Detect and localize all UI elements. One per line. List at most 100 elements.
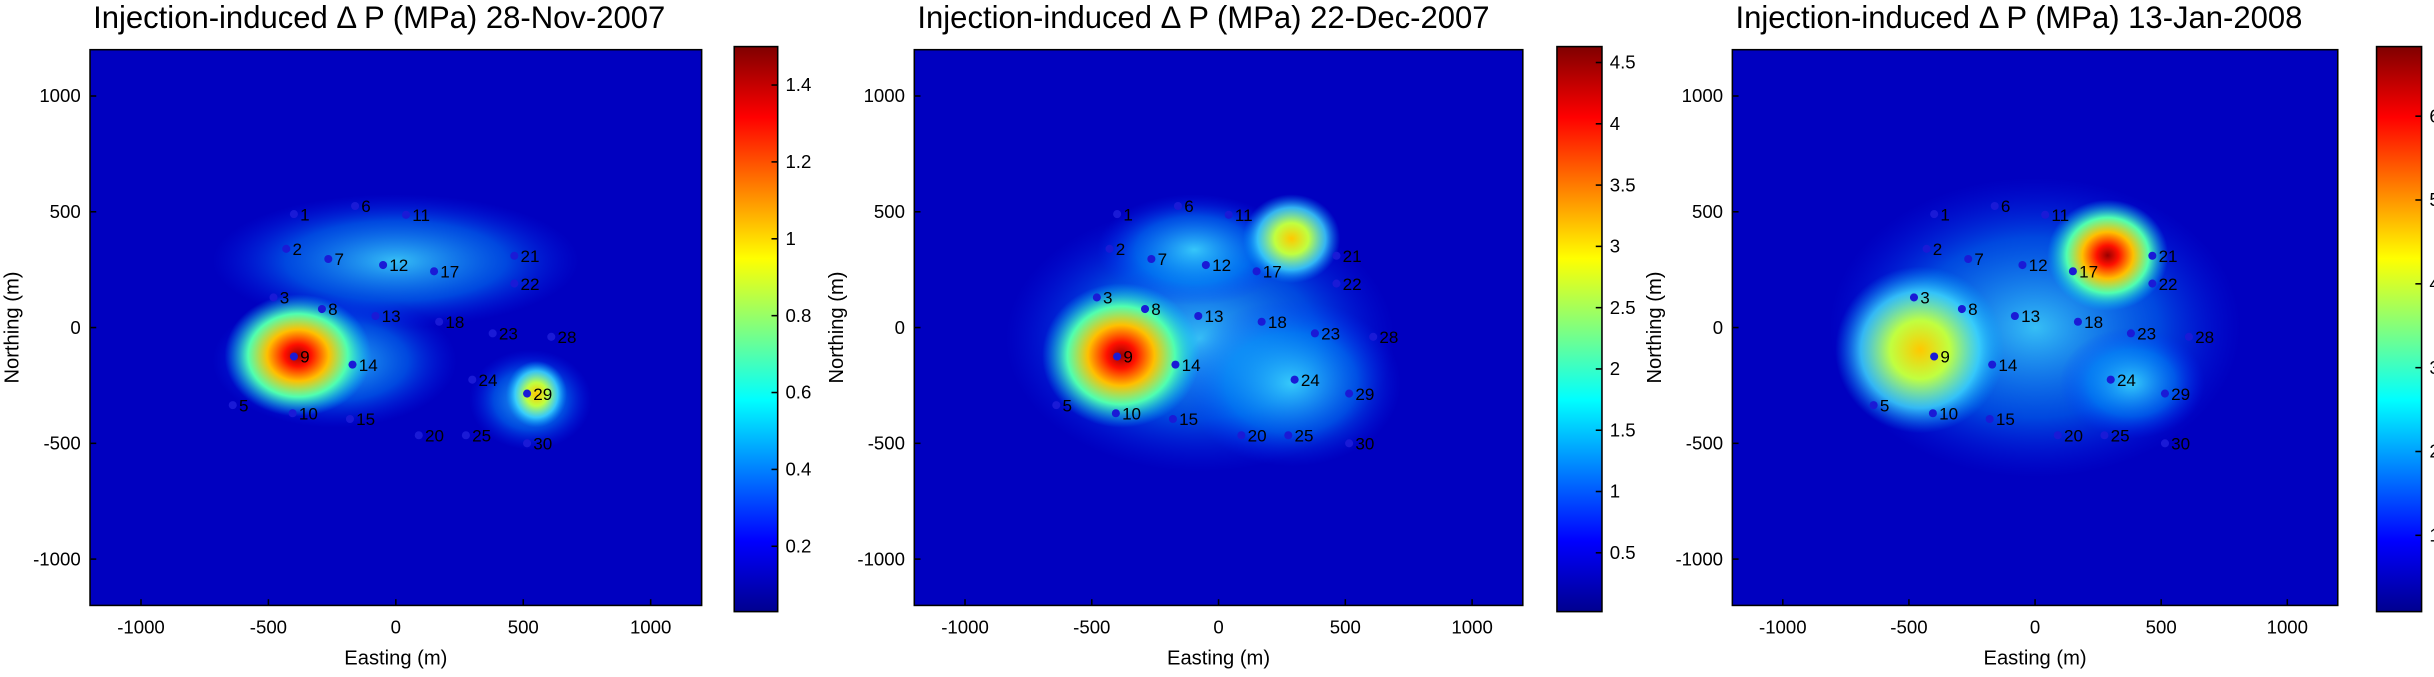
well-label: 11 — [2051, 206, 2069, 225]
x-tick-label: -1000 — [1759, 616, 1807, 637]
well-point — [1092, 293, 1101, 302]
well-label: 13 — [382, 307, 401, 326]
well-point — [1332, 279, 1341, 288]
well-point — [414, 431, 423, 440]
colorbar-tick-label: 1.5 — [1610, 419, 1636, 440]
well-label: 24 — [1301, 371, 1320, 390]
well-label: 30 — [2171, 435, 2190, 454]
well-point — [2160, 389, 2170, 398]
well-point — [269, 293, 278, 302]
well-point — [1909, 293, 1919, 302]
x-tick-label: 500 — [508, 616, 539, 637]
well-point — [1171, 360, 1180, 369]
y-tick-label: -1000 — [33, 548, 81, 569]
heat-blob — [212, 194, 580, 328]
well-label: 17 — [440, 262, 459, 281]
well-point — [2148, 279, 2157, 288]
well-point — [345, 414, 355, 424]
x-tick-label: 0 — [1213, 616, 1223, 637]
x-tick-label: 500 — [2146, 616, 2177, 637]
well-point — [1930, 210, 1939, 219]
heat-blob — [1096, 194, 1292, 306]
y-tick-label: 1000 — [39, 85, 80, 106]
x-tick-label: -500 — [250, 616, 287, 637]
colorbar-tick-label: 6 — [2429, 105, 2434, 126]
well-label: 29 — [1355, 385, 1374, 404]
well-label: 28 — [2195, 328, 2214, 347]
well-label: 17 — [2079, 262, 2098, 281]
heat-blob — [2059, 327, 2205, 439]
y-tick-label: 1000 — [1682, 85, 1723, 106]
well-point — [2106, 375, 2115, 384]
well-point — [523, 439, 532, 448]
well-point — [379, 261, 388, 270]
y-tick-label: 500 — [1692, 201, 1723, 222]
colorbar-tick-label: 3.5 — [1610, 174, 1636, 195]
y-tick-label: 0 — [1713, 317, 1723, 338]
well-point — [1869, 401, 1878, 410]
well-label: 18 — [1268, 313, 1287, 332]
colorbar-tick-label: 1.4 — [785, 74, 811, 95]
well-point — [1237, 431, 1246, 440]
well-label: 2 — [1116, 240, 1126, 259]
colorbar-tick-label: 0.8 — [785, 305, 811, 326]
well-point — [2184, 332, 2193, 341]
chart-title: Injection-induced Δ P (MPa) 28-Nov-2007 — [93, 0, 665, 35]
well-label: 30 — [533, 435, 552, 454]
well-point — [1990, 201, 1999, 211]
colorbar-tick-label: 0.2 — [785, 535, 811, 556]
well-point — [2053, 431, 2062, 440]
well-point — [1111, 409, 1120, 418]
well-point — [288, 409, 297, 418]
well-point — [348, 360, 357, 369]
colorbar-tick-label: 3 — [1610, 236, 1620, 257]
well-point — [1173, 201, 1183, 211]
well-point — [2148, 251, 2157, 260]
well-label: 11 — [1235, 206, 1253, 225]
colorbar-tick-label: 2 — [2429, 441, 2434, 462]
colorbar-tick-label: 1 — [2429, 525, 2434, 546]
colorbar-tick-label: 5 — [2429, 189, 2434, 210]
well-point — [435, 317, 444, 326]
well-point — [1140, 304, 1150, 314]
colorbar-tick-label: 2.5 — [1610, 297, 1636, 318]
well-point — [510, 279, 519, 288]
well-label: 2 — [292, 240, 302, 259]
well-label: 13 — [2021, 307, 2040, 326]
heat-blob — [224, 294, 372, 417]
well-point — [282, 244, 291, 253]
heat-blob — [1182, 299, 1402, 467]
well-point — [461, 431, 470, 440]
heat-blob — [1042, 283, 1201, 428]
well-point — [468, 375, 477, 384]
well-point — [2018, 261, 2027, 270]
well-label: 2 — [1933, 240, 1943, 259]
y-tick-label: 500 — [50, 201, 81, 222]
well-label: 12 — [1212, 256, 1231, 275]
y-tick-label: -1000 — [1675, 548, 1723, 569]
heat-blob — [2047, 199, 2169, 311]
well-point — [1930, 352, 1939, 361]
well-label: 9 — [1123, 348, 1133, 367]
colorbar-tick-label: 3 — [2429, 357, 2434, 378]
well-point — [371, 311, 380, 321]
well-point — [1345, 389, 1354, 398]
well-label: 25 — [2111, 426, 2130, 445]
x-tick-label: -500 — [1890, 616, 1927, 637]
well-point — [1928, 409, 1937, 418]
well-point — [1252, 267, 1261, 276]
well-label: 12 — [389, 256, 408, 275]
y-tick-label: 0 — [895, 317, 905, 338]
y-tick-label: 1000 — [864, 85, 905, 106]
y-tick-label: 500 — [874, 201, 905, 222]
well-point — [523, 389, 532, 398]
well-label: 21 — [2159, 247, 2178, 266]
well-label: 23 — [2137, 325, 2156, 344]
well-label: 25 — [472, 426, 491, 445]
well-point — [1052, 401, 1061, 410]
well-label: 14 — [1998, 356, 2017, 375]
well-label: 28 — [1379, 328, 1398, 347]
well-label: 10 — [299, 404, 318, 423]
x-tick-label: -1000 — [941, 616, 989, 637]
well-point — [2160, 439, 2170, 448]
